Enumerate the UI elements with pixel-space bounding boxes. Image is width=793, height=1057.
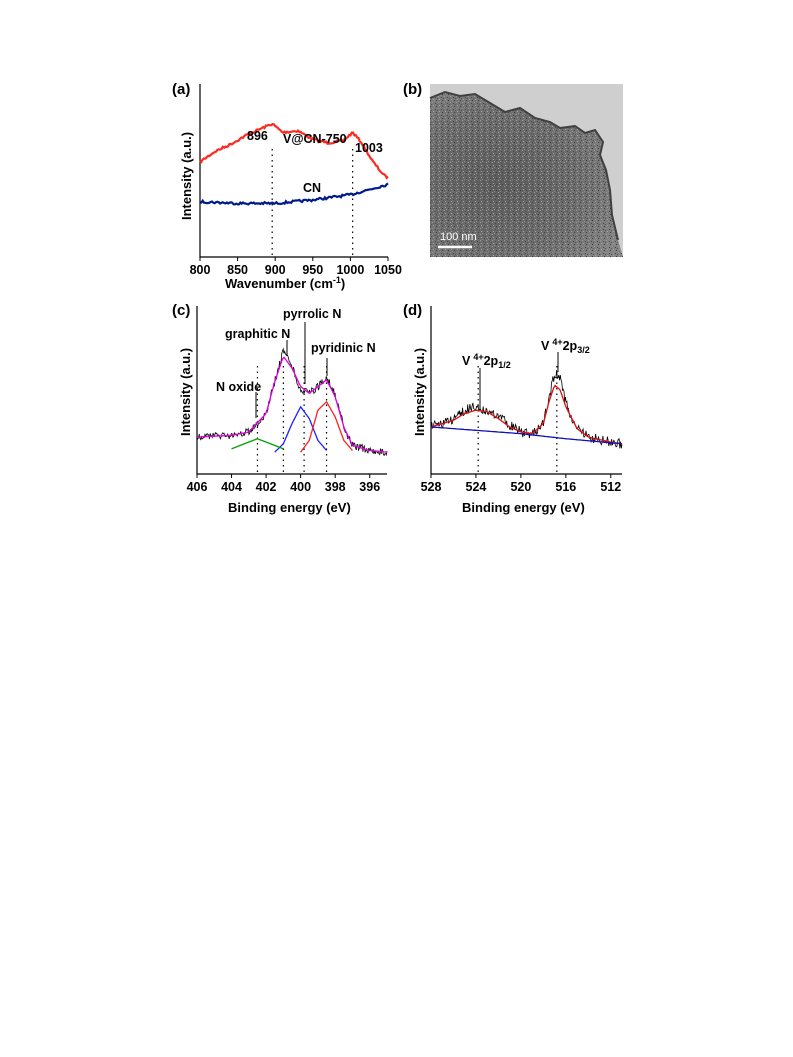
panel-d-x-ticks: 528 524 520 516 512 bbox=[421, 474, 621, 494]
panel-c-series bbox=[196, 347, 388, 457]
x-tick-label: 520 bbox=[510, 480, 531, 494]
x-tick-label: 398 bbox=[325, 480, 346, 494]
x-tick-label: 850 bbox=[227, 263, 248, 277]
x-tick-label: 400 bbox=[290, 480, 311, 494]
x-tick-label: 404 bbox=[221, 480, 242, 494]
series-line bbox=[197, 356, 388, 453]
x-tick-label: 524 bbox=[466, 480, 487, 494]
panel-a-x-ticks: 800 850 900 950 1000 1050 bbox=[190, 257, 402, 277]
series-line bbox=[430, 370, 623, 449]
label-pyrrolic-n: pyrrolic N bbox=[283, 307, 341, 321]
panel-d-series bbox=[430, 370, 623, 449]
label-v-2p32: V 4+2p3/2 bbox=[541, 337, 590, 355]
series-line bbox=[430, 384, 623, 445]
tem-image: 100 nm bbox=[429, 84, 623, 257]
panel-b-label: (b) bbox=[403, 81, 422, 98]
x-tick-label: 512 bbox=[600, 480, 621, 494]
panel-c-label: (c) bbox=[172, 302, 190, 319]
panel-a-marker-lines bbox=[271, 149, 354, 257]
panel-d-x-title: Binding energy (eV) bbox=[462, 500, 585, 515]
panel-d-y-title: Intensity (a.u.) bbox=[412, 348, 427, 436]
series-label-cn: CN bbox=[303, 181, 321, 195]
series-line bbox=[196, 347, 388, 457]
x-tick-label: 1000 bbox=[336, 263, 364, 277]
panel-c-y-title: Intensity (a.u.) bbox=[178, 348, 193, 436]
series-line bbox=[231, 437, 284, 450]
panel-a-y-title: Intensity (a.u.) bbox=[179, 132, 194, 220]
series-line bbox=[199, 182, 389, 206]
panel-c-chart: 406 404 402 400 398 396 graphitic N pyrrolic … bbox=[178, 306, 388, 515]
panel-a-series bbox=[199, 122, 389, 206]
label-n-oxide: N oxide bbox=[216, 380, 261, 394]
scale-bar-label: 100 nm bbox=[440, 231, 477, 243]
x-tick-label: 900 bbox=[265, 263, 286, 277]
panel-c-x-title: Binding energy (eV) bbox=[228, 500, 351, 515]
x-tick-label: 516 bbox=[555, 480, 576, 494]
panel-a-chart: 800 850 900 950 1000 1050 896 1003 V@CN-750 C… bbox=[179, 84, 402, 291]
panel-c-x-ticks: 406 404 402 400 398 396 bbox=[187, 474, 380, 494]
series-line bbox=[199, 122, 389, 180]
label-pyridinic-n: pyridinic N bbox=[311, 341, 376, 355]
panel-d-marker-lines bbox=[477, 366, 558, 474]
peak-label-1003: 1003 bbox=[355, 141, 383, 155]
x-tick-label: 950 bbox=[302, 263, 323, 277]
peak-label-896: 896 bbox=[247, 129, 268, 143]
series-line bbox=[274, 405, 328, 453]
label-graphitic-n: graphitic N bbox=[225, 327, 290, 341]
panel-a-label: (a) bbox=[172, 81, 190, 98]
series-line bbox=[300, 400, 353, 453]
panel-d-axes bbox=[430, 306, 622, 475]
label-v-2p12: V 4+2p1/2 bbox=[462, 352, 511, 370]
series-line bbox=[430, 426, 623, 445]
x-tick-label: 402 bbox=[256, 480, 277, 494]
x-tick-label: 1050 bbox=[374, 263, 402, 277]
x-tick-label: 800 bbox=[190, 263, 211, 277]
panel-c-marker-lines bbox=[256, 366, 328, 474]
panel-a-axes bbox=[199, 84, 388, 258]
x-tick-label: 396 bbox=[359, 480, 380, 494]
panel-d-label: (d) bbox=[403, 302, 422, 319]
panel-a-x-title: Wavenumber (cm-1) bbox=[225, 275, 345, 291]
x-tick-label: 528 bbox=[421, 480, 442, 494]
series-label-vcn750: V@CN-750 bbox=[283, 132, 347, 146]
panel-d-chart: 528 524 520 516 512 V 4+2p1/2 V 4+2p3/2 Bindin… bbox=[412, 306, 623, 515]
x-tick-label: 406 bbox=[187, 480, 208, 494]
